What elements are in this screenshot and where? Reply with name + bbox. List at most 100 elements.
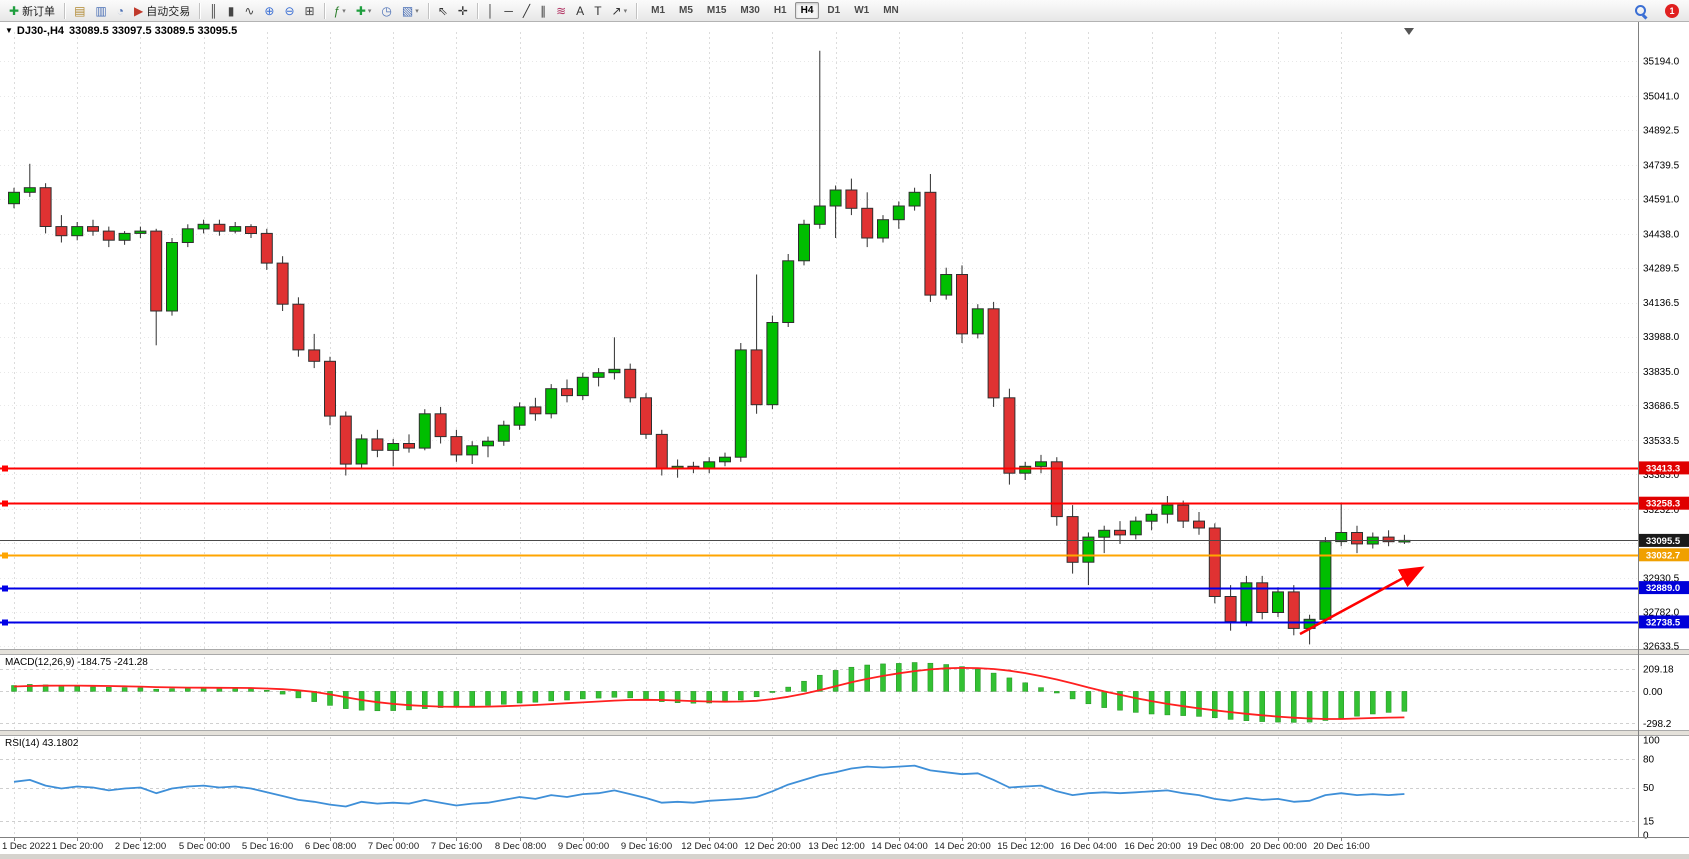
- timeframe-m15-button[interactable]: M15: [706, 5, 727, 16]
- price-axis[interactable]: 35194.0 35041.0 34892.5 34739.5 34591.0 34438…: [1638, 22, 1680, 842]
- svg-text:7 Dec 00:00: 7 Dec 00:00: [368, 841, 419, 852]
- zoom-in-icon: ⊕: [264, 3, 275, 18]
- svg-text:6 Dec 08:00: 6 Dec 08:00: [305, 841, 356, 852]
- notification-badge[interactable]: 1: [1665, 3, 1679, 18]
- timeframe-m30-button[interactable]: M30: [740, 5, 760, 16]
- one-click-trading-toggle[interactable]: ▼: [5, 26, 13, 35]
- period-selector-icon: ◷: [381, 3, 392, 18]
- timeframe-h4-button[interactable]: H4: [794, 2, 820, 19]
- timeframe-h1-button[interactable]: H1: [773, 5, 787, 16]
- new-order-button[interactable]: ✚ 新订单: [5, 1, 59, 21]
- svg-text:14 Dec 20:00: 14 Dec 20:00: [934, 841, 991, 852]
- svg-text:33232.0: 33232.0: [1643, 505, 1680, 516]
- tile-windows-button[interactable]: ⊞: [301, 1, 319, 21]
- svg-text:12 Dec 04:00: 12 Dec 04:00: [681, 841, 738, 852]
- grid-layer: [0, 32, 1639, 837]
- svg-text:5 Dec 00:00: 5 Dec 00:00: [179, 841, 230, 852]
- new-order-label: 新订单: [22, 5, 56, 18]
- line-chart-button[interactable]: ∿: [240, 1, 258, 21]
- svg-text:7 Dec 16:00: 7 Dec 16:00: [431, 841, 482, 852]
- add-indicator-button[interactable]: ✚ ▾: [352, 1, 376, 21]
- svg-text:1 Dec 2022: 1 Dec 2022: [2, 841, 51, 852]
- chart-canvas[interactable]: 35194.0 35041.0 34892.5 34739.5 34591.0 34438…: [0, 22, 1689, 854]
- search-icon: [1634, 4, 1648, 18]
- arrows-tool-button[interactable]: ↗ ▾: [608, 1, 632, 21]
- horizontal-line-button[interactable]: ─: [500, 1, 517, 21]
- chart-window: 35194.0 35041.0 34892.5 34739.5 34591.0 34438…: [0, 22, 1689, 854]
- svg-text:35194.0: 35194.0: [1643, 57, 1680, 68]
- trendline-button[interactable]: ╱: [519, 1, 534, 21]
- line-chart-icon: ∿: [244, 3, 255, 18]
- chevron-down-icon: ▾: [623, 7, 628, 15]
- candlestick-chart-button[interactable]: ▮: [224, 1, 239, 21]
- toolbar-items: ✚ 新订单 ▤ ▥ ◔ ▶ 自动交易 ║ ▮ ∿ ⊕ ⊖ ⊞ ƒ ▾ ✚ ▾ ◷ ▧ ▾ ⇖ ✛ │ ─ ╱ ∥ ≋ A T ↗ ▾: [4, 1, 641, 21]
- svg-text:33533.5: 33533.5: [1643, 436, 1680, 447]
- vertical-line-button[interactable]: │: [483, 1, 499, 21]
- toolbar-right: 1: [1629, 1, 1685, 21]
- svg-text:35041.0: 35041.0: [1643, 92, 1680, 103]
- data-window-button[interactable]: ▥: [91, 1, 110, 21]
- svg-text:5 Dec 16:00: 5 Dec 16:00: [242, 841, 293, 852]
- bar-chart-button[interactable]: ║: [205, 1, 222, 21]
- chart-shift-marker[interactable]: [1404, 28, 1414, 35]
- cursor-button[interactable]: ⇖: [434, 1, 452, 21]
- chevron-down-icon: ▾: [342, 7, 346, 15]
- svg-text:32633.5: 32633.5: [1643, 641, 1680, 652]
- text-button[interactable]: A: [572, 1, 588, 21]
- svg-text:19 Dec 08:00: 19 Dec 08:00: [1187, 841, 1244, 852]
- svg-text:12 Dec 20:00: 12 Dec 20:00: [744, 841, 801, 852]
- svg-text:15 Dec 12:00: 15 Dec 12:00: [997, 841, 1054, 852]
- svg-text:33095.5: 33095.5: [1646, 536, 1681, 547]
- fibonacci-icon: ≋: [556, 3, 567, 18]
- svg-text:32782.0: 32782.0: [1643, 608, 1680, 619]
- crosshair-icon: ✛: [457, 3, 468, 18]
- timeframe-d1-button[interactable]: D1: [827, 5, 841, 16]
- timeframe-m5-button[interactable]: M5: [679, 5, 693, 16]
- svg-text:33258.3: 33258.3: [1646, 499, 1680, 510]
- text-label-button[interactable]: T: [590, 1, 605, 21]
- autotrading-button[interactable]: ▶ 自动交易: [130, 1, 194, 21]
- time-axis[interactable]: 1 Dec 2022 1 Dec 20:00 2 Dec 12:00 5 Dec 00…: [0, 837, 1689, 852]
- svg-text:20 Dec 16:00: 20 Dec 16:00: [1313, 841, 1370, 852]
- svg-text:80: 80: [1643, 755, 1655, 766]
- svg-text:33413.3: 33413.3: [1646, 463, 1680, 474]
- svg-text:33032.7: 33032.7: [1646, 550, 1680, 561]
- search-button[interactable]: [1630, 1, 1652, 21]
- toolbar-separator: [476, 2, 478, 19]
- crosshair-button[interactable]: ✛: [454, 1, 472, 21]
- zoom-in-button[interactable]: ⊕: [260, 1, 278, 21]
- svg-text:33988.0: 33988.0: [1643, 332, 1680, 343]
- horizontal-line-icon: ─: [504, 3, 513, 18]
- timeframe-m1-button[interactable]: M1: [651, 5, 666, 16]
- templates-button[interactable]: ▧ ▾: [398, 1, 423, 21]
- svg-text:100: 100: [1643, 736, 1660, 747]
- equidistant-channel-button[interactable]: ∥: [536, 1, 550, 21]
- svg-text:8 Dec 08:00: 8 Dec 08:00: [495, 841, 546, 852]
- horizontal-line-objects[interactable]: [0, 465, 1639, 626]
- templates-icon: ▧: [401, 3, 414, 18]
- tile-windows-icon: ⊞: [304, 3, 315, 18]
- timeframe-group: M1 M5 M15 M30 H1 H4 D1 W1 MN: [644, 2, 906, 19]
- svg-text:50: 50: [1643, 783, 1655, 794]
- market-watch-button[interactable]: ▤: [70, 1, 89, 21]
- indicators-button[interactable]: ƒ ▾: [330, 1, 350, 21]
- candles-layer: [8, 50, 1411, 645]
- period-selector-button[interactable]: ◷: [377, 1, 395, 21]
- trend-arrow-annotation[interactable]: [1299, 566, 1425, 636]
- svg-text:34739.5: 34739.5: [1643, 161, 1680, 172]
- chevron-down-icon: ▾: [367, 7, 372, 15]
- svg-text:33835.0: 33835.0: [1643, 367, 1680, 378]
- trendline-icon: ╱: [522, 3, 531, 18]
- svg-text:16 Dec 04:00: 16 Dec 04:00: [1060, 841, 1117, 852]
- navigator-button[interactable]: ◔: [113, 1, 128, 21]
- svg-text:9 Dec 16:00: 9 Dec 16:00: [621, 841, 672, 852]
- toolbar-separator: [199, 2, 201, 19]
- timeframe-mn-button[interactable]: MN: [883, 5, 899, 16]
- arrows-tool-icon: ↗: [611, 3, 622, 18]
- timeframe-w1-button[interactable]: W1: [854, 5, 870, 16]
- zoom-out-button[interactable]: ⊖: [280, 1, 298, 21]
- fibonacci-button[interactable]: ≋: [552, 1, 570, 21]
- svg-text:34289.5: 34289.5: [1643, 263, 1680, 274]
- toolbar-separator: [636, 2, 638, 19]
